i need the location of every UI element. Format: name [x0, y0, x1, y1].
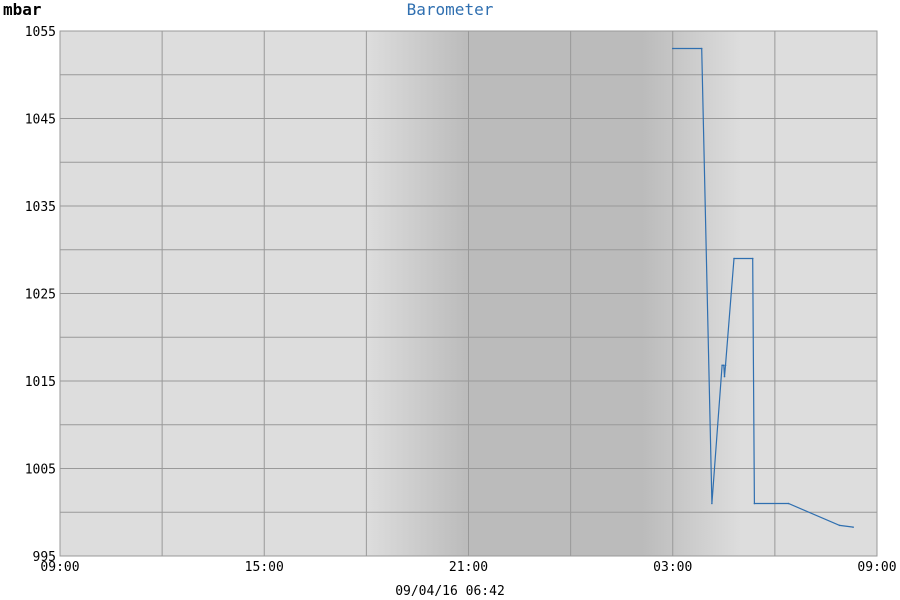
data-point — [671, 47, 674, 50]
data-point — [852, 526, 854, 528]
x-tick-label: 03:00 — [653, 560, 692, 575]
data-point — [787, 502, 790, 505]
x-tick-label: 15:00 — [245, 560, 284, 575]
y-tick-label: 1055 — [25, 25, 56, 40]
y-tick-label: 1005 — [25, 463, 56, 478]
y-axis-unit-label: mbar — [3, 0, 42, 19]
data-point — [723, 375, 726, 378]
y-tick-label: 1045 — [25, 113, 56, 128]
data-point — [751, 257, 754, 260]
data-point — [721, 364, 723, 367]
data-point — [700, 47, 703, 50]
y-tick-label: 1035 — [25, 200, 56, 215]
data-point — [724, 364, 727, 367]
chart-title: Barometer — [406, 0, 494, 19]
x-tick-label: 09:00 — [40, 560, 79, 575]
y-tick-label: 1025 — [25, 288, 56, 303]
x-tick-label: 09:00 — [857, 560, 896, 575]
data-point — [733, 257, 735, 260]
data-point — [723, 364, 725, 367]
y-tick-label: 1015 — [25, 375, 56, 390]
data-point — [838, 524, 841, 527]
y-tick-label: 995 — [33, 550, 56, 565]
x-tick-label: 21:00 — [449, 560, 488, 575]
data-point — [711, 502, 713, 505]
timestamp-footer: 09/04/16 06:42 — [395, 584, 505, 599]
plot-border — [59, 30, 878, 557]
data-point — [753, 502, 756, 505]
